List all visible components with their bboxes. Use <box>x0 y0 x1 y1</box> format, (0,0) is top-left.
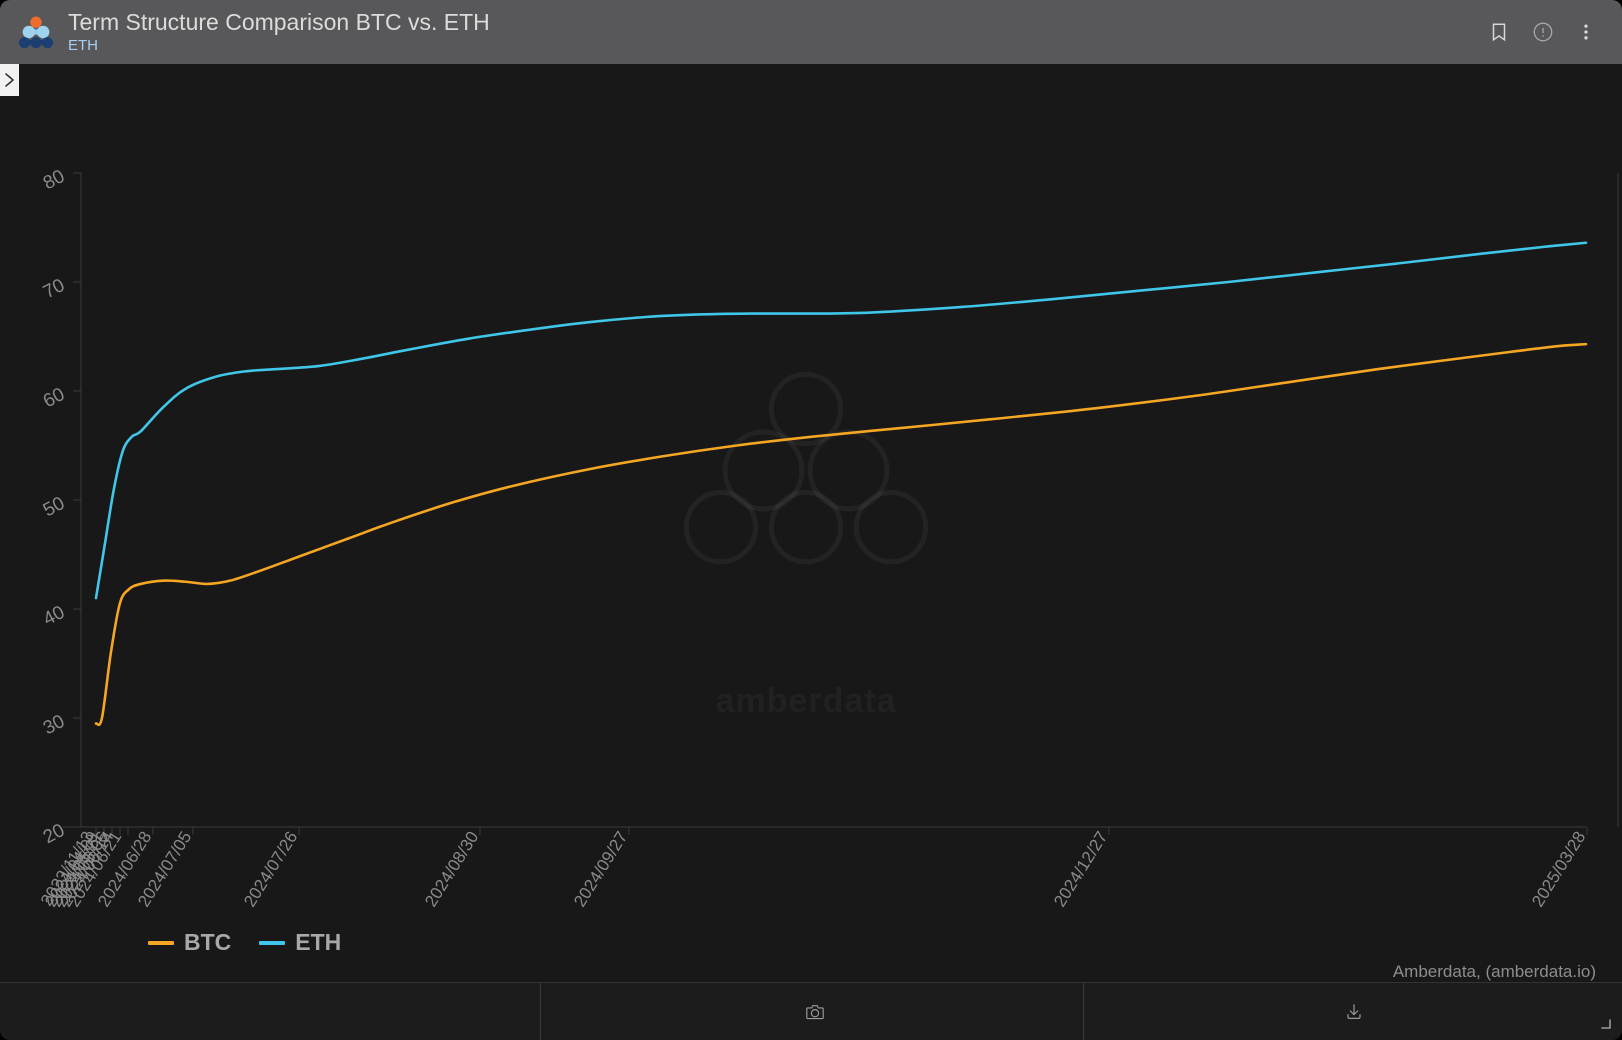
svg-text:2024/08/30: 2024/08/30 <box>421 828 482 910</box>
svg-text:2024/12/27: 2024/12/27 <box>1050 828 1111 910</box>
svg-text:2024/09/27: 2024/09/27 <box>570 828 631 910</box>
svg-text:60: 60 <box>40 384 69 412</box>
svg-text:50: 50 <box>40 493 69 521</box>
svg-text:30: 30 <box>40 711 69 739</box>
svg-text:70: 70 <box>40 275 69 303</box>
svg-text:2024/07/26: 2024/07/26 <box>240 828 301 910</box>
svg-text:20: 20 <box>40 820 69 848</box>
svg-text:2025/03/28: 2025/03/28 <box>1528 828 1589 910</box>
svg-text:80: 80 <box>40 166 69 194</box>
svg-text:40: 40 <box>40 602 69 630</box>
